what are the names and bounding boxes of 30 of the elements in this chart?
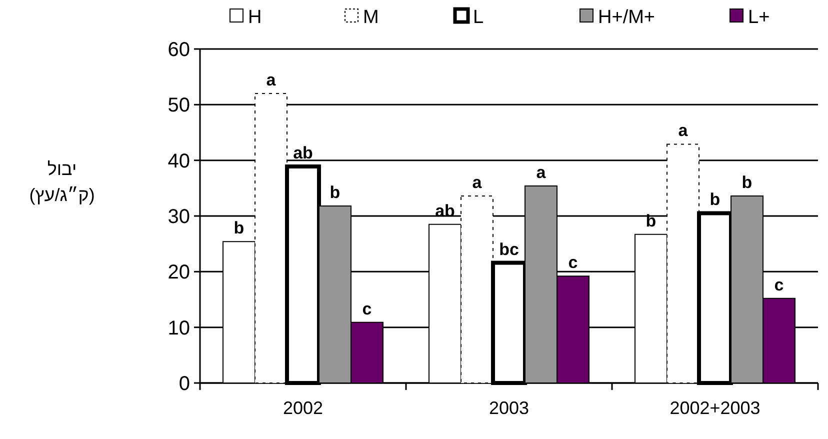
data-label: bc xyxy=(499,240,519,259)
y-tick-label: 30 xyxy=(168,206,190,228)
x-tick-label: 2002+2003 xyxy=(670,398,760,418)
data-label: b xyxy=(646,211,656,230)
y-tick-label: 10 xyxy=(168,317,190,340)
data-label: b xyxy=(234,218,244,238)
x-tick-label: 2003 xyxy=(488,398,530,418)
y-tick-label: 60 xyxy=(168,39,190,61)
y-tick-label: 20 xyxy=(168,262,190,284)
data-label: ab xyxy=(293,143,313,162)
legend-label: H xyxy=(248,7,262,28)
y-tick-label: 0 xyxy=(178,373,190,395)
data-label: b xyxy=(710,190,720,210)
legend-label: H+/M+ xyxy=(598,7,656,28)
data-label: b xyxy=(742,172,752,192)
y-tick-label: 50 xyxy=(168,94,190,117)
legend-label: L+ xyxy=(748,7,770,28)
legend-label: L xyxy=(473,7,484,28)
data-label: a xyxy=(472,172,482,192)
x-tick-label: 2002 xyxy=(282,398,324,418)
data-label: a xyxy=(678,121,688,140)
data-label: a xyxy=(266,70,276,90)
data-label: b xyxy=(330,182,340,202)
data-label: c xyxy=(362,299,372,318)
y-tick-label: 40 xyxy=(168,150,190,172)
y-axis-title: יבול (ק״ג/עץ) xyxy=(29,159,95,205)
data-label: c xyxy=(774,275,784,294)
data-label: a xyxy=(536,162,546,182)
data-label: c xyxy=(568,253,578,272)
legend-label: M xyxy=(363,7,379,28)
